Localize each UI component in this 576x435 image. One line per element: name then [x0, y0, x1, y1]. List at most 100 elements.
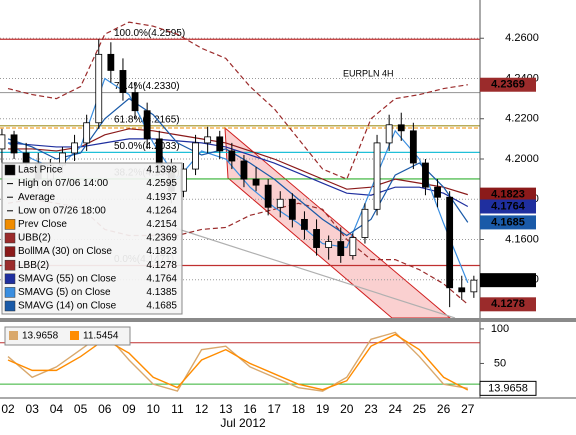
candle-body [313, 229, 320, 248]
candle-body [349, 237, 357, 257]
y-tick-label: 4.1600 [505, 233, 539, 245]
legend-value: 4.1764 [146, 273, 177, 284]
x-tick-label: 06 [98, 402, 112, 416]
legend-value: 4.2369 [146, 233, 177, 244]
candle-body [458, 287, 466, 293]
legend-label: Average [18, 192, 56, 203]
candle-body [143, 110, 151, 140]
candle-body [288, 198, 296, 220]
x-tick-label: 03 [26, 402, 40, 416]
candle-body [131, 92, 139, 112]
legend-label: LBB(2) [18, 260, 49, 271]
x-tick-label: 24 [389, 402, 403, 416]
fib-label: 100.0%(4.2595) [114, 28, 185, 39]
x-tick-label: 19 [316, 402, 330, 416]
legend-label: Low on 07/26 18:00 [18, 205, 106, 216]
candle-body [0, 134, 6, 150]
candle-body [276, 198, 284, 208]
price-tag [480, 187, 536, 202]
candle-body [22, 152, 30, 164]
legend-label: BollMA (30) on Close [18, 246, 112, 257]
legend-swatch [4, 164, 16, 176]
candle-body [10, 134, 18, 154]
candle-body [434, 186, 441, 198]
legend-value: 4.1823 [146, 246, 177, 257]
x-tick-label: 10 [147, 402, 161, 416]
legend-value: 4.1278 [146, 260, 177, 271]
price-tag-label: 4.1823 [491, 189, 525, 201]
legend-value: 4.1685 [146, 301, 177, 312]
candle-body [119, 70, 127, 93]
legend: Last Price 4.1398 High on 07/06 14:00 4.259… [1, 162, 183, 315]
x-tick-label: 09 [122, 402, 136, 416]
candle-body [385, 124, 393, 144]
candle-body [95, 53, 103, 124]
y-tick-label: 4.2200 [505, 113, 539, 125]
legend-value: 13.9658 [22, 331, 59, 342]
panel-separator [0, 318, 576, 322]
price-tag-label: 4.1398 [491, 274, 525, 286]
price-tag [480, 273, 536, 288]
legend-swatch [4, 246, 16, 257]
x-tick-label: 02 [1, 402, 15, 416]
price-tag-label: 4.1685 [491, 216, 525, 228]
x-tick-label: 13 [219, 402, 233, 416]
x-tick-label: 17 [268, 402, 282, 416]
candle-body [397, 124, 405, 132]
oscillator-line [7, 333, 469, 391]
price-tag-label: 4.1764 [491, 200, 526, 212]
price-tag-label: 4.2369 [491, 79, 525, 91]
legend-value: 4.2154 [146, 219, 177, 230]
fib-label: 76.4%(4.2330) [114, 81, 180, 92]
candle-body [107, 53, 115, 71]
legend-label: SMAVG (5) on Close [18, 287, 111, 298]
candle-body [422, 162, 429, 188]
y-tick-label: 4.2600 [505, 32, 539, 44]
overlay-line [7, 97, 469, 237]
legend-label: Last Price [18, 165, 63, 176]
legend-swatch [4, 287, 16, 298]
legend-value: 4.1937 [146, 192, 177, 203]
x-tick-label: 20 [340, 402, 354, 416]
value-tag-label: 13.9658 [488, 382, 528, 394]
candle-body [264, 184, 272, 208]
y-tick-label: 100 [491, 323, 509, 335]
price-panel: 100.0%(4.2595)76.4%(4.2330)61.8%(4.2165)… [0, 21, 480, 318]
candle-body [71, 142, 78, 154]
x-tick-label: 26 [437, 402, 451, 416]
candle-body [83, 122, 91, 144]
legend-swatch [4, 259, 16, 271]
candle-body [228, 150, 236, 162]
trend-line [174, 227, 456, 318]
overlay-line [8, 128, 468, 196]
legend-swatch [9, 331, 18, 340]
candle-body [252, 178, 260, 186]
x-tick-label: 16 [243, 402, 257, 416]
legend-swatch [4, 232, 16, 244]
x-axis-title: Jul 2012 [220, 416, 266, 430]
x-tick-label: 05 [74, 402, 88, 416]
y-tick-label: 4.2000 [505, 153, 539, 165]
candle-body [216, 136, 224, 152]
price-tag [480, 77, 536, 92]
legend-swatch [4, 219, 16, 230]
legend-value: 4.1398 [146, 165, 177, 176]
x-tick-label: 25 [413, 402, 427, 416]
candle-body [192, 142, 199, 170]
candle-body [409, 130, 417, 164]
price-tag-label: 4.1278 [491, 298, 525, 310]
candle-body [325, 241, 333, 248]
x-tick-label: 04 [50, 402, 64, 416]
legend-swatch [4, 273, 16, 285]
legend-label: Prev Close [18, 219, 67, 230]
candle-body [337, 241, 345, 257]
candle-body [240, 160, 248, 180]
legend-label: UBB(2) [18, 233, 51, 244]
x-tick-label: 11 [171, 402, 184, 416]
legend-value: 11.5454 [83, 331, 119, 342]
overlay-line [7, 21, 468, 180]
price-tag [480, 215, 536, 230]
x-tick-label: 18 [292, 402, 306, 416]
